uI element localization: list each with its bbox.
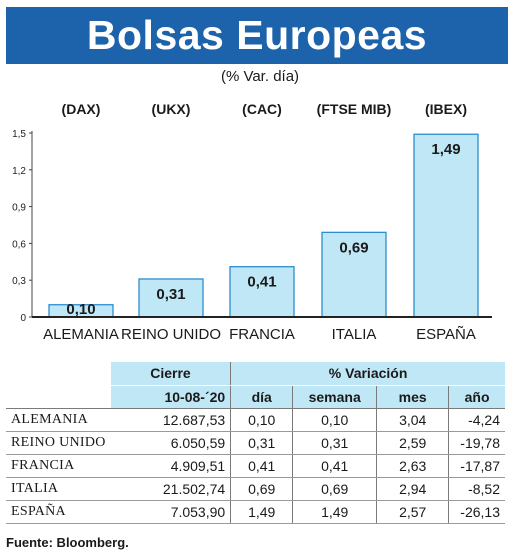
y-tick-label: 1,5: [12, 129, 26, 140]
row-ano: -17,87: [448, 454, 505, 478]
y-tick-label: 0: [20, 313, 26, 324]
y-tick-label: 0,3: [12, 276, 26, 287]
y-tick-label: 0,9: [12, 203, 26, 214]
y-tick-label: 0,6: [12, 239, 26, 250]
row-mes: 2,94: [376, 477, 450, 501]
source-note: Fuente: Bloomberg.: [6, 535, 129, 550]
y-tick-label: 1,2: [12, 166, 26, 177]
bar-chart: 0 0,3 0,6 0,9 1,2 1,5 (DAX) (UKX) (CAC) (FTSE MIB…: [12, 101, 492, 343]
table-header-row: Cierre % Variación: [6, 362, 505, 386]
row-dia: 0,69: [230, 477, 294, 501]
header-dia: día: [230, 385, 294, 409]
x-category-label: ESPAÑA: [416, 326, 476, 343]
row-cierre: 6.050,59: [110, 431, 232, 455]
row-ano: -19,78: [448, 431, 505, 455]
bar-value-label: 0,10: [66, 301, 95, 318]
header-date: 10-08-´20: [110, 385, 232, 409]
header-ano: año: [448, 385, 505, 409]
index-label: (UKX): [152, 101, 191, 117]
row-country: ESPAÑA: [6, 500, 111, 524]
chart-subtitle: (% Var. día): [220, 68, 300, 85]
bar-value-label: 0,31: [156, 286, 185, 303]
row-ano: -8,52: [448, 477, 505, 501]
index-label: (IBEX): [425, 101, 467, 117]
row-country: FRANCIA: [6, 454, 111, 478]
bar-value-label: 0,41: [247, 274, 276, 291]
row-semana: 0,31: [292, 431, 378, 455]
row-mes: 2,59: [376, 431, 450, 455]
row-mes: 3,04: [376, 408, 450, 432]
index-label: (FTSE MIB): [317, 101, 392, 117]
row-dia: 0,10: [230, 408, 294, 432]
row-country: ALEMANIA: [6, 408, 111, 432]
header-mes: mes: [376, 385, 450, 409]
row-country: ITALIA: [6, 477, 111, 501]
table-row: ESPAÑA 7.053,90 1,49 1,49 2,57 -26,13: [6, 500, 505, 524]
x-category-label: ITALIA: [332, 326, 377, 343]
row-mes: 2,57: [376, 500, 450, 524]
table-row: ITALIA 21.502,74 0,69 0,69 2,94 -8,52: [6, 477, 505, 501]
row-dia: 0,31: [230, 431, 294, 455]
x-category-label: REINO UNIDO: [121, 326, 221, 343]
row-cierre: 7.053,90: [110, 500, 232, 524]
index-table: Cierre % Variación 10-08-´20 día semana …: [6, 362, 505, 524]
row-ano: -26,13: [448, 500, 505, 524]
row-cierre: 4.909,51: [110, 454, 232, 478]
chart-title: Bolsas Europeas: [86, 12, 428, 58]
table-row: REINO UNIDO 6.050,59 0,31 0,31 2,59 -19,…: [6, 431, 505, 455]
table-subheader-row: 10-08-´20 día semana mes año: [6, 385, 505, 409]
x-category-label: ALEMANIA: [43, 326, 119, 343]
bar-value-label: 1,49: [431, 141, 460, 158]
row-cierre: 12.687,53: [110, 408, 232, 432]
bar: [138, 278, 204, 318]
row-semana: 1,49: [292, 500, 378, 524]
row-country: REINO UNIDO: [6, 431, 111, 455]
row-semana: 0,41: [292, 454, 378, 478]
row-dia: 1,49: [230, 500, 294, 524]
index-label: (DAX): [62, 101, 101, 117]
row-ano: -4,24: [448, 408, 505, 432]
table-row: ALEMANIA 12.687,53 0,10 0,10 3,04 -4,24: [6, 408, 505, 432]
x-category-label: FRANCIA: [229, 326, 295, 343]
row-semana: 0,69: [292, 477, 378, 501]
header-variacion: % Variación: [230, 362, 505, 386]
row-semana: 0,10: [292, 408, 378, 432]
chart-title-banner: Bolsas Europeas: [6, 7, 508, 64]
index-label: (CAC): [242, 101, 282, 117]
table-row: FRANCIA 4.909,51 0,41 0,41 2,63 -17,87: [6, 454, 505, 478]
header-cierre: Cierre: [110, 362, 232, 386]
header-semana: semana: [292, 385, 378, 409]
bar: [229, 266, 295, 318]
row-mes: 2,63: [376, 454, 450, 478]
bar: [413, 133, 479, 318]
row-dia: 0,41: [230, 454, 294, 478]
row-cierre: 21.502,74: [110, 477, 232, 501]
bar-value-label: 0,69: [339, 239, 368, 256]
